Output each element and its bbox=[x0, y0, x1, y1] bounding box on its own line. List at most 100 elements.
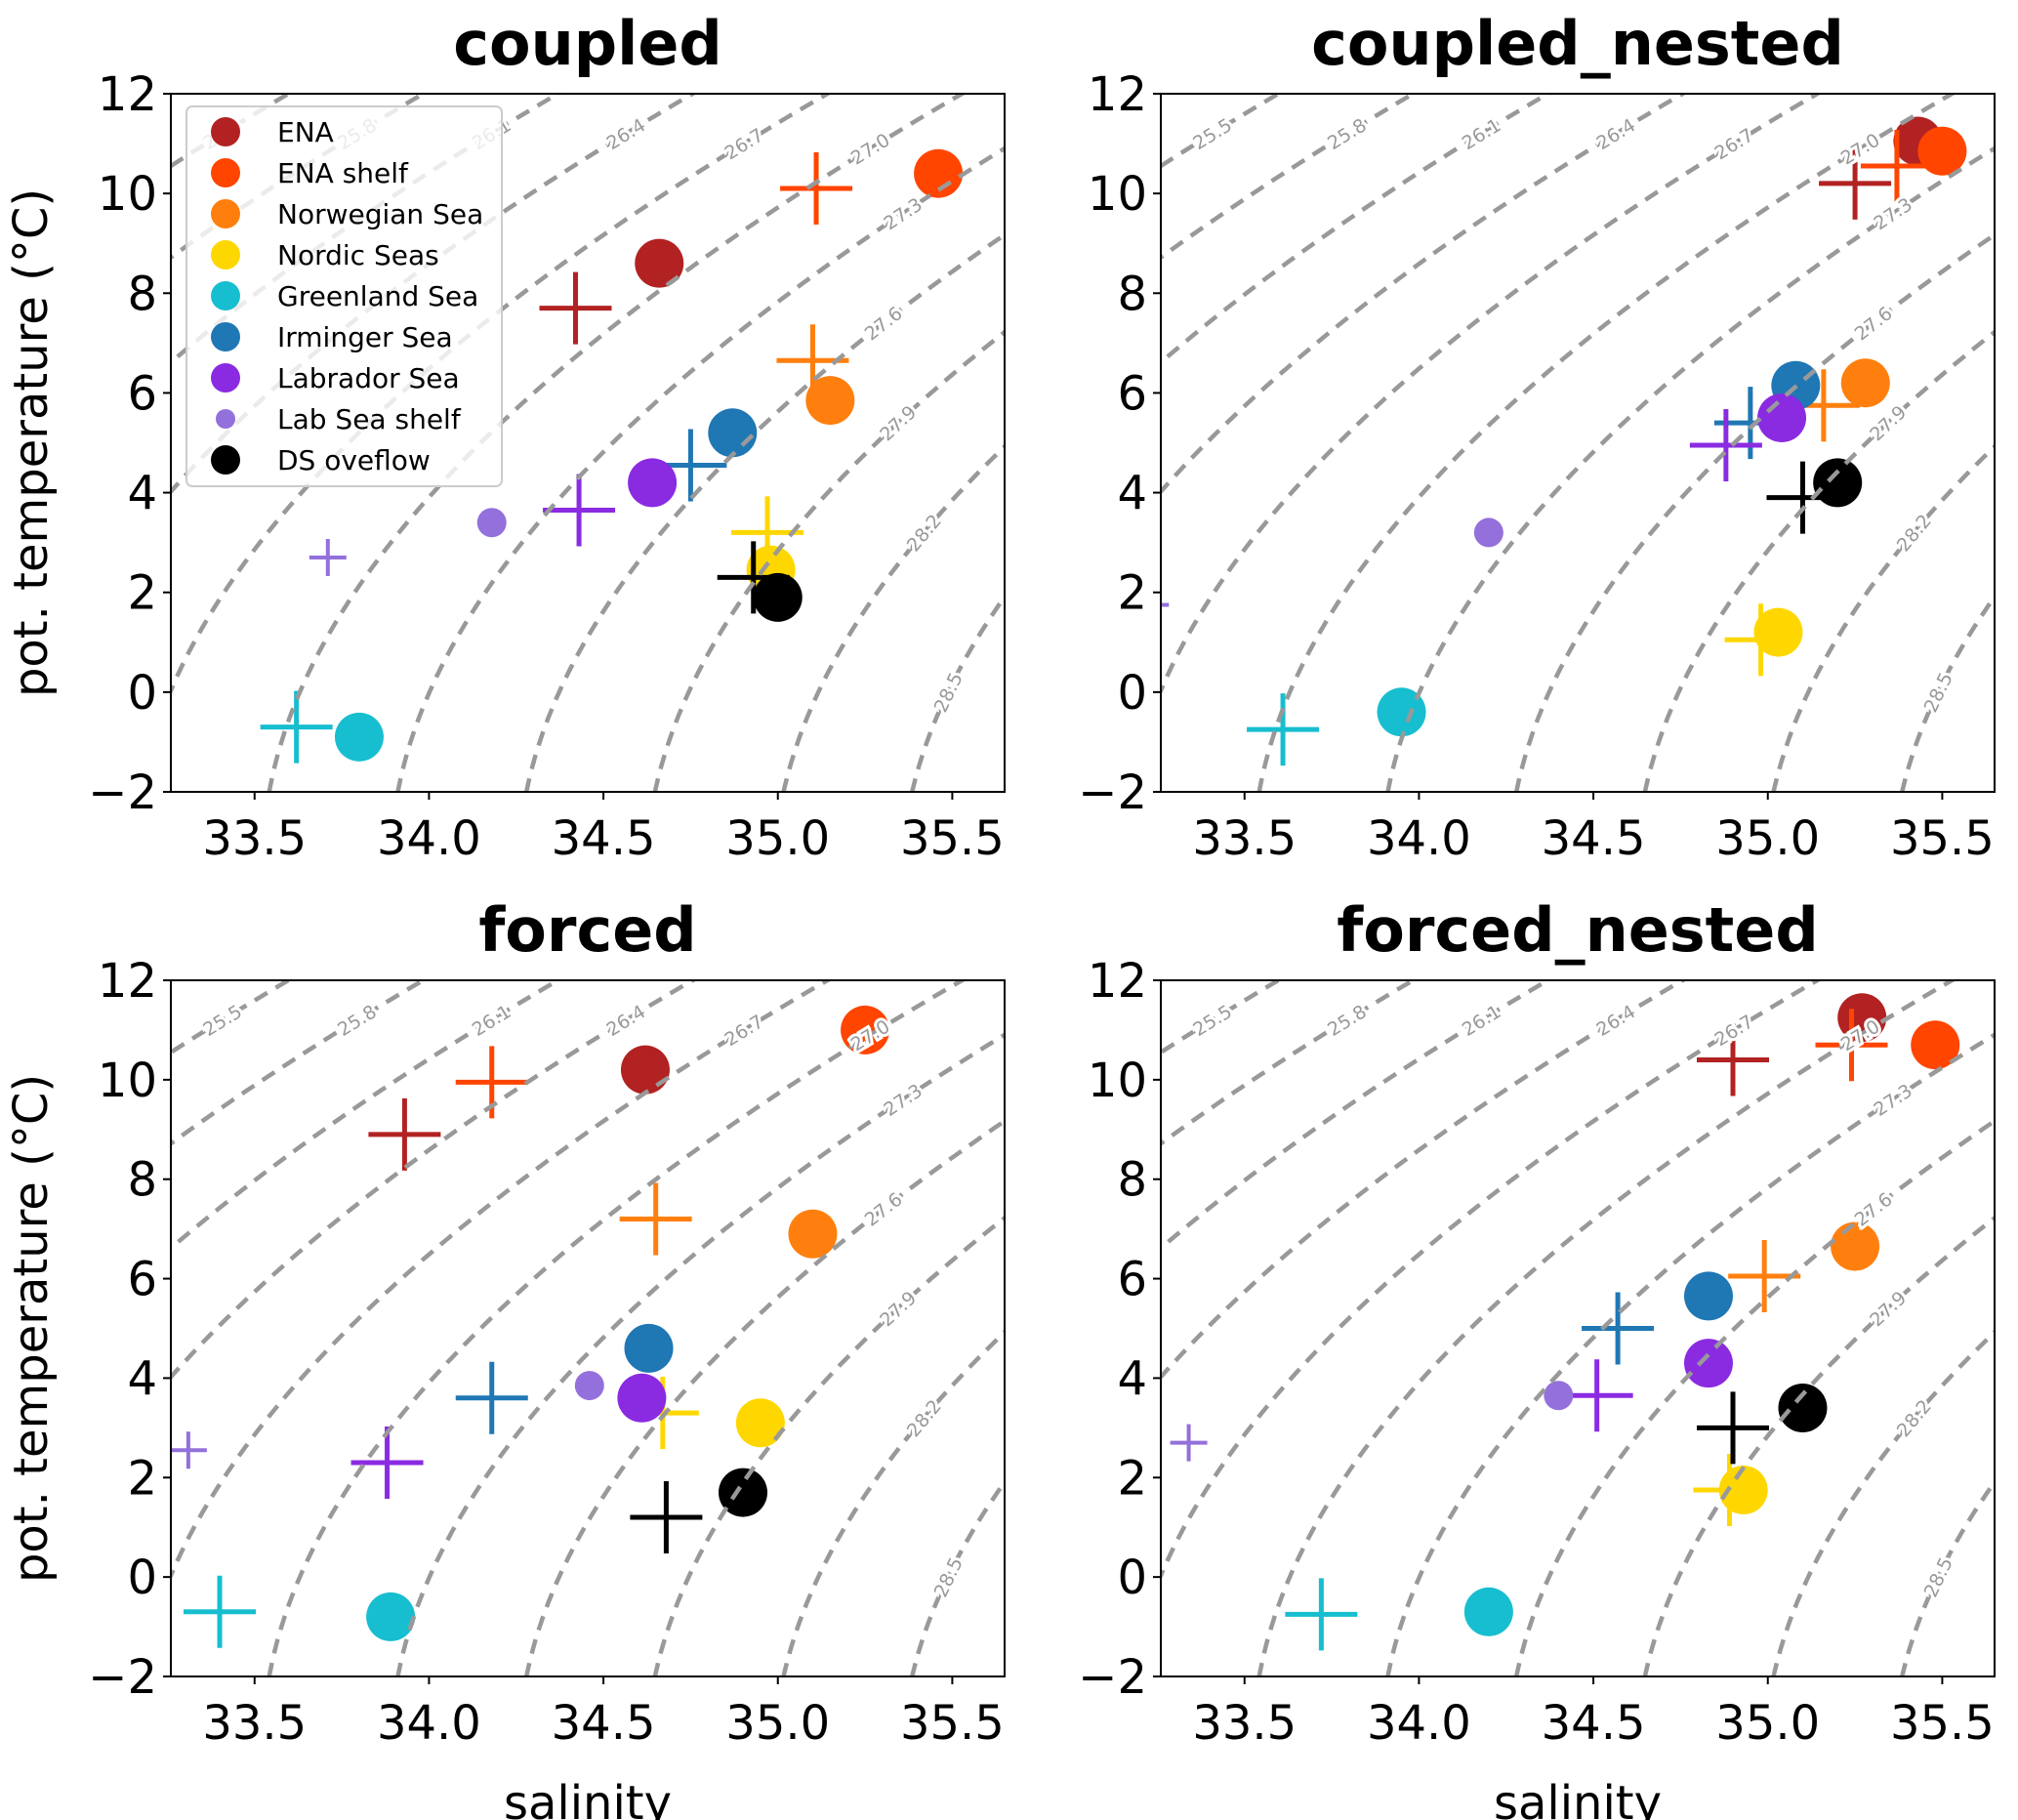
x-axis-label: salinity bbox=[504, 1776, 672, 1820]
y-tick-label: 6 bbox=[127, 1253, 157, 1307]
contour-27.9 bbox=[652, 329, 1005, 792]
contour-27 bbox=[1256, 94, 1956, 792]
contour-27.6 bbox=[1513, 231, 1995, 792]
cross-marker-ena-shelf bbox=[780, 152, 853, 226]
contour-27.6 bbox=[523, 1118, 1005, 1676]
x-tick-label: 35.5 bbox=[1890, 811, 1995, 866]
cross-marker-norwegian-sea bbox=[619, 1182, 692, 1256]
x-tick-label: 35.5 bbox=[900, 1696, 1005, 1751]
cross-marker-ena bbox=[1697, 1023, 1770, 1096]
y-tick-label: 6 bbox=[127, 366, 157, 421]
cross-marker-ena bbox=[368, 1097, 441, 1171]
legend-marker bbox=[211, 240, 240, 269]
y-tick-label: 0 bbox=[1117, 666, 1147, 721]
cross-marker-labrador-sea bbox=[543, 474, 616, 547]
y-tick-label: 10 bbox=[98, 167, 157, 222]
circle-marker-lab-sea-shelf bbox=[476, 508, 507, 538]
y-tick-label: 2 bbox=[127, 1451, 157, 1506]
y-tick-label: 8 bbox=[1117, 1153, 1147, 1208]
panel-title: coupled_nested bbox=[1311, 8, 1844, 79]
contour-28.2 bbox=[781, 443, 1005, 792]
circle-marker-ds-oveflow bbox=[719, 1468, 768, 1517]
panel-title: forced_nested bbox=[1337, 894, 1819, 966]
x-tick-label: 33.5 bbox=[1192, 1696, 1297, 1751]
circle-marker-nordic-seas bbox=[735, 1398, 785, 1448]
y-tick-label: 4 bbox=[1117, 1351, 1147, 1406]
legend-entry: Nordic Seas bbox=[277, 239, 439, 271]
legend-entry: Labrador Sea bbox=[277, 362, 460, 394]
circle-marker-ena bbox=[635, 238, 684, 288]
axes-frame bbox=[1160, 93, 1996, 793]
contour-27.9 bbox=[1642, 329, 1995, 792]
panel-forced: 25.5 25.8 26.1 26.4 26.7 27.027.327.627.928.2… bbox=[4, 894, 1006, 1820]
circle-marker-labrador-sea bbox=[1757, 393, 1807, 442]
contour-28.2 bbox=[1771, 443, 1995, 792]
y-axis-label: pot. temperature (°C) bbox=[4, 1074, 59, 1583]
y-tick-label: 12 bbox=[98, 954, 157, 1009]
circle-marker-greenland-sea bbox=[1377, 687, 1426, 737]
contour-26.1 bbox=[1161, 94, 1552, 366]
panel-title: coupled bbox=[453, 8, 722, 79]
y-tick-label: 2 bbox=[1117, 1451, 1147, 1506]
contour-25.8 bbox=[171, 980, 428, 1147]
legend: ENA ENA shelf Norwegian Sea Nordic Seas Gree… bbox=[185, 105, 503, 487]
circle-marker-greenland-sea bbox=[1463, 1587, 1513, 1636]
legend-marker bbox=[211, 158, 240, 187]
contour-25.8 bbox=[1161, 980, 1418, 1147]
y-axis-label: pot. temperature (°C) bbox=[4, 188, 59, 697]
cross-marker-greenland-sea bbox=[184, 1575, 257, 1648]
legend-entry: ENA shelf bbox=[277, 157, 409, 189]
legend-marker bbox=[211, 281, 240, 310]
legend-box bbox=[185, 105, 503, 487]
y-tick-label: 10 bbox=[1088, 1054, 1147, 1108]
x-tick-label: 35.5 bbox=[900, 811, 1005, 866]
y-tick-label: 4 bbox=[1117, 467, 1147, 521]
y-tick-label: 12 bbox=[98, 67, 157, 122]
cross-marker-ds-oveflow bbox=[717, 541, 790, 614]
cross-marker-irminger-sea bbox=[1582, 1292, 1655, 1365]
contour-26.7 bbox=[171, 980, 832, 1582]
y-tick-label: 6 bbox=[1117, 1253, 1147, 1307]
x-tick-label: 35.0 bbox=[1715, 811, 1820, 866]
x-tick-label: 34.0 bbox=[377, 811, 481, 866]
circle-marker-irminger-sea bbox=[624, 1323, 674, 1373]
x-tick-label: 34.5 bbox=[1542, 1696, 1646, 1751]
circle-marker-lab-sea-shelf bbox=[574, 1371, 604, 1401]
circle-marker-ds-oveflow bbox=[1778, 1383, 1828, 1432]
y-tick-label: −2 bbox=[88, 1650, 157, 1705]
contour-26.7 bbox=[1161, 980, 1822, 1582]
legend-entry: Irminger Sea bbox=[277, 321, 453, 353]
legend-entry: Lab Sea shelf bbox=[277, 403, 462, 435]
circle-marker-ds-oveflow bbox=[1813, 458, 1863, 508]
y-tick-label: 0 bbox=[127, 666, 157, 721]
cross-marker-ena-shelf bbox=[1815, 1009, 1888, 1082]
circle-marker-irminger-sea bbox=[708, 408, 758, 458]
y-tick-label: 6 bbox=[1117, 366, 1147, 421]
x-tick-label: 34.0 bbox=[1367, 1696, 1471, 1751]
circle-marker-labrador-sea bbox=[1683, 1339, 1733, 1388]
contour-28.2 bbox=[781, 1329, 1005, 1676]
y-tick-label: 8 bbox=[127, 1153, 157, 1208]
legend-marker bbox=[211, 363, 240, 393]
contour-28.2 bbox=[1771, 1329, 1995, 1676]
circle-marker-norwegian-sea bbox=[788, 1209, 838, 1259]
panel-title: forced bbox=[478, 894, 696, 966]
circle-marker-norwegian-sea bbox=[1840, 358, 1890, 408]
x-tick-label: 35.0 bbox=[725, 811, 830, 866]
cross-marker-ena-shelf bbox=[1860, 130, 1933, 203]
cross-marker-greenland-sea bbox=[1285, 1578, 1358, 1651]
circle-marker-greenland-sea bbox=[366, 1592, 416, 1641]
y-tick-label: 8 bbox=[127, 267, 157, 321]
axes-frame bbox=[1160, 979, 1996, 1677]
legend-entry: DS oveflow bbox=[277, 444, 431, 476]
cross-marker-ds-oveflow bbox=[1766, 461, 1839, 534]
circle-marker-ena-shelf bbox=[1911, 1020, 1960, 1070]
cross-marker-lab-sea-shelf bbox=[171, 1431, 207, 1469]
contour-27.3 bbox=[1385, 145, 1995, 792]
legend-marker bbox=[211, 199, 240, 228]
axes-frame bbox=[170, 979, 1006, 1677]
circle-marker-lab-sea-shelf bbox=[1544, 1381, 1574, 1411]
circle-marker-nordic-seas bbox=[1753, 607, 1803, 657]
contour-26.1 bbox=[1161, 980, 1552, 1252]
y-tick-label: 8 bbox=[1117, 267, 1147, 321]
